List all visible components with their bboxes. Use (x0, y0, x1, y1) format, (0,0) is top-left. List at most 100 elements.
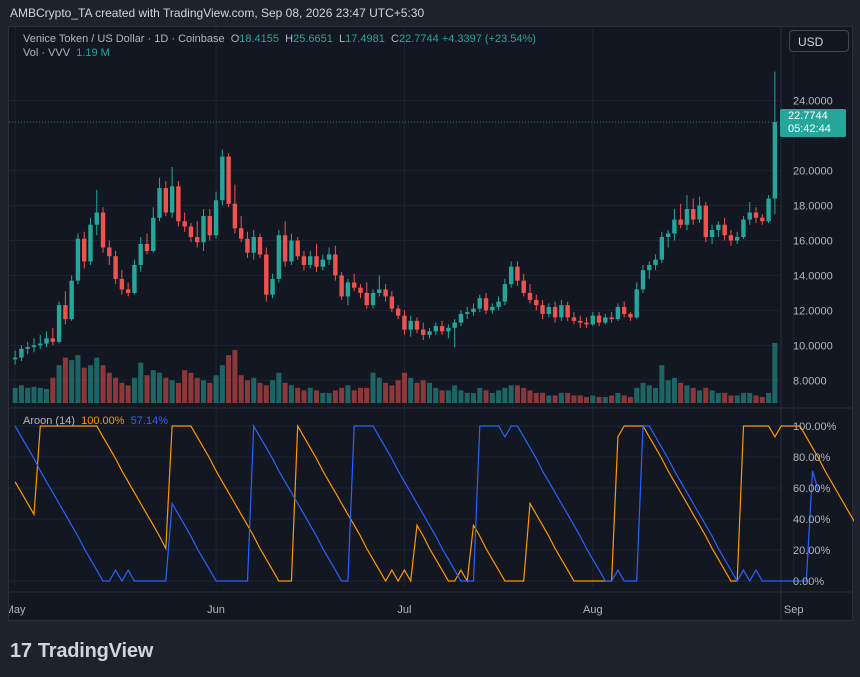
candle-body (195, 236, 200, 243)
tradingview-logo-text: TradingView (37, 640, 154, 662)
candle-body (132, 264, 137, 293)
bar-countdown: 05:42:44 (788, 123, 831, 135)
candle-body (151, 217, 156, 251)
candle-body (12, 357, 18, 360)
candle-body (477, 298, 482, 309)
candle-body (609, 317, 614, 320)
currency-button[interactable]: USD (789, 30, 849, 52)
volume-bar (113, 377, 119, 403)
symbol-legend[interactable]: Venice Token / US Dollar · 1D · Coinbase… (23, 33, 536, 45)
candle-body (207, 216, 212, 236)
volume-legend[interactable]: Vol · VVV 1.19 M (23, 47, 110, 59)
aroon-down-value: 57.14% (130, 415, 168, 427)
candle-body (546, 306, 552, 314)
volume-bar (464, 392, 470, 403)
candle-body (483, 298, 489, 311)
volume-bar (307, 387, 313, 403)
candle-body (75, 238, 81, 281)
candle-body (647, 264, 652, 271)
volume-bar (351, 390, 357, 403)
candle-body (634, 289, 639, 318)
candle-body (596, 315, 602, 323)
candle-body (169, 186, 175, 213)
change-value: +4.3397 (+23.54%) (441, 33, 536, 45)
candle-body (364, 292, 369, 306)
candle-body (264, 254, 269, 295)
volume-bar (314, 390, 320, 403)
volume-bar (653, 387, 659, 403)
volume-bar (157, 372, 163, 403)
candle-body (691, 209, 696, 220)
candle-body (427, 331, 432, 335)
candle-body (238, 228, 244, 239)
volume-bar (395, 380, 401, 403)
candle-body (446, 327, 451, 332)
aroon-up-line (14, 423, 854, 583)
candle-body (527, 292, 533, 300)
volume-bar (759, 396, 765, 403)
volume-bar (477, 387, 483, 403)
volume-bar (734, 395, 740, 403)
time-axis-label: Sep (784, 604, 804, 616)
candle-body (144, 243, 150, 251)
candle-body (251, 236, 256, 253)
symbol-name: Venice Token / US Dollar · 1D · Coinbase (23, 33, 225, 45)
volume-bar (270, 380, 276, 403)
candle-body (552, 306, 558, 318)
candle-body (245, 238, 250, 253)
candle-body (220, 156, 225, 201)
volume-bar (690, 387, 696, 403)
tradingview-logo[interactable]: 17 TradingView (10, 640, 153, 663)
volume-bar (326, 392, 332, 403)
candle-body (320, 259, 325, 267)
time-axis-label: Jul (397, 604, 411, 616)
candle-body (578, 320, 583, 323)
chart-svg[interactable]: 24.0000 20.0000 18.0000 16.0000 14.0000 12.00… (9, 27, 854, 622)
candle-body (25, 347, 30, 349)
volume-bar (634, 387, 640, 403)
chart-frame[interactable]: 24.0000 20.0000 18.0000 16.0000 14.0000 12.00… (8, 26, 854, 622)
volume-bar (665, 380, 671, 403)
aroon-axis-label: 40.00% (793, 514, 831, 526)
candle-body (621, 306, 627, 314)
candle-body (571, 317, 577, 321)
candle-body (540, 305, 545, 314)
volume-label: Vol · VVV (23, 47, 71, 59)
time-axis-label: May (9, 604, 26, 616)
last-price-value: 22.7744 (788, 110, 828, 122)
price-axis-label: 24.0000 (793, 96, 833, 108)
volume-bar (458, 390, 464, 403)
candle-body (88, 224, 93, 262)
candle-body (603, 317, 608, 323)
close-label: C (391, 33, 399, 45)
volume-bar (621, 395, 627, 403)
volume-bar (263, 385, 269, 403)
volume-bar (138, 362, 144, 403)
candle-body (408, 320, 413, 330)
candle-body (100, 212, 106, 248)
volume-bar (31, 386, 37, 403)
volume-bar (257, 382, 263, 403)
candle-body (703, 205, 708, 237)
candle-body (402, 315, 407, 330)
aroon-legend[interactable]: Aroon (14) 100.00% 57.14% (23, 415, 168, 427)
volume-bar (527, 390, 533, 403)
candle-body (370, 292, 376, 306)
aroon-axis-label: 100.00% (793, 421, 837, 433)
candle-body (772, 122, 778, 199)
candle-body (213, 200, 219, 236)
high-value: 25.6651 (293, 33, 333, 45)
volume-bar (671, 377, 677, 403)
aroon-axis-label: 80.00% (793, 452, 831, 464)
candle-body (534, 299, 539, 306)
candle-body (138, 243, 143, 265)
candle-body (270, 278, 275, 295)
candle-body (308, 256, 313, 265)
aroon-up-value: 100.00% (81, 415, 125, 427)
volume-bar (420, 380, 426, 403)
candle-body (508, 266, 514, 285)
volume-bar (251, 377, 257, 403)
volume-bar (244, 380, 250, 403)
candle-body (289, 240, 294, 262)
candle-body (747, 212, 752, 220)
